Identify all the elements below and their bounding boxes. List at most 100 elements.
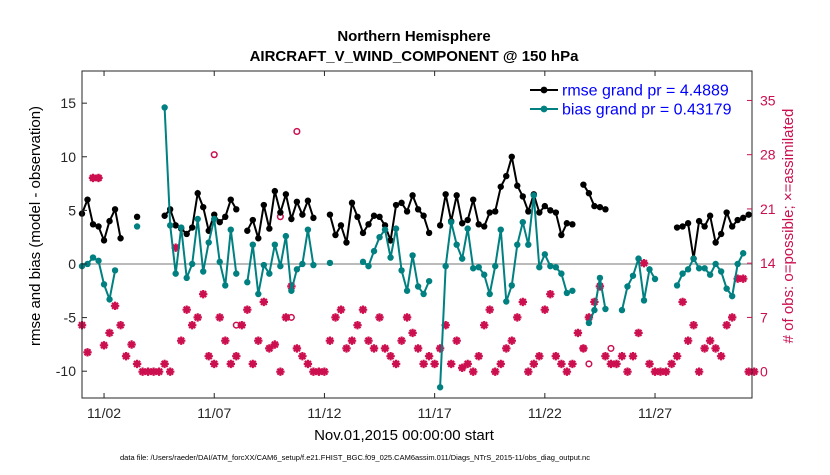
bias-point bbox=[734, 260, 741, 268]
obs-assimilated-marker bbox=[193, 313, 202, 322]
obs-assimilated-marker bbox=[584, 313, 594, 322]
chart-title-line1: Northern Hemisphere bbox=[337, 28, 490, 45]
obs-assimilated-marker bbox=[132, 359, 142, 369]
bias-point bbox=[503, 298, 510, 305]
rmse-point bbox=[519, 193, 526, 200]
obs-assimilated-marker bbox=[160, 359, 169, 369]
legend-marker bbox=[540, 86, 548, 94]
bias-point bbox=[95, 257, 102, 264]
obs-assimilated-marker bbox=[623, 367, 632, 376]
obs-assimilated-marker bbox=[590, 297, 599, 307]
obs-assimilated-marker bbox=[292, 344, 302, 353]
obs-assimilated-marker bbox=[331, 313, 340, 322]
bias-point bbox=[282, 232, 290, 240]
obs-assimilated-marker bbox=[568, 359, 577, 369]
bias-point bbox=[409, 252, 416, 259]
rmse-point bbox=[673, 224, 681, 231]
rmse-point bbox=[392, 201, 400, 209]
rmse-point bbox=[591, 202, 598, 210]
rmse-point bbox=[569, 221, 576, 228]
rmse-point bbox=[580, 181, 587, 188]
bias-point bbox=[227, 226, 234, 233]
y2-axis-label: # of obs: o=possible; ×=assimilated bbox=[780, 109, 797, 344]
obs-assimilated-marker bbox=[232, 352, 241, 361]
obs-assimilated-marker bbox=[391, 359, 401, 369]
obs-assimilated-marker bbox=[99, 341, 109, 350]
bias-point bbox=[525, 241, 532, 248]
obs-assimilated-marker bbox=[722, 321, 731, 330]
obs-assimilated-marker bbox=[127, 340, 136, 349]
rmse-point bbox=[464, 216, 471, 224]
bias-point bbox=[624, 283, 631, 290]
bias-point bbox=[255, 290, 262, 298]
bias-point bbox=[436, 384, 444, 391]
obs-assimilated-marker bbox=[430, 359, 439, 369]
obs-assimilated-marker bbox=[441, 321, 450, 330]
rmse-point bbox=[337, 222, 345, 229]
bias-point bbox=[216, 258, 223, 266]
rmse-point bbox=[172, 222, 179, 229]
bias-point bbox=[728, 292, 736, 300]
rmse-point bbox=[514, 182, 521, 189]
bias-point bbox=[425, 277, 433, 285]
obs-assimilated-marker bbox=[276, 367, 285, 376]
y-tick-label: -10 bbox=[56, 363, 76, 379]
obs-assimilated-marker bbox=[617, 352, 627, 361]
bias-point bbox=[475, 264, 482, 271]
y2-tick-label: 21 bbox=[760, 201, 776, 217]
rmse-point bbox=[717, 230, 725, 238]
rmse-point bbox=[739, 214, 747, 222]
obs-assimilated-marker bbox=[502, 344, 511, 353]
rmse-point bbox=[354, 213, 361, 221]
bias-line bbox=[163, 107, 238, 286]
obs-possible-marker bbox=[293, 127, 301, 135]
rmse-point bbox=[100, 237, 108, 244]
rmse-point bbox=[89, 221, 97, 228]
bias-point bbox=[172, 270, 179, 277]
rmse-point bbox=[133, 213, 141, 221]
bias-point bbox=[194, 215, 201, 223]
rmse-point bbox=[271, 187, 279, 195]
obs-assimilated-marker bbox=[259, 297, 268, 307]
obs-assimilated-marker bbox=[154, 367, 164, 376]
bias-point bbox=[701, 265, 708, 272]
bias-point bbox=[398, 267, 405, 274]
rmse-point bbox=[602, 206, 609, 213]
bias-point bbox=[695, 265, 703, 272]
x-tick-label: 11/17 bbox=[418, 405, 452, 421]
bias-point bbox=[640, 297, 648, 304]
obs-assimilated-marker bbox=[182, 305, 191, 314]
bias-point bbox=[205, 239, 212, 246]
obs-assimilated-marker bbox=[672, 352, 682, 361]
bias-point bbox=[552, 264, 560, 271]
y-tick-label: 5 bbox=[68, 202, 76, 218]
obs-assimilated-marker bbox=[424, 352, 434, 361]
obs-assimilated-marker bbox=[557, 359, 566, 369]
rmse-point bbox=[679, 223, 686, 230]
obs-assimilated-marker bbox=[601, 352, 610, 361]
bias-point bbox=[706, 271, 714, 278]
obs-assimilated-marker bbox=[105, 328, 114, 338]
rmse-point bbox=[684, 220, 692, 227]
obs-assimilated-marker bbox=[254, 336, 263, 345]
rmse-point bbox=[436, 222, 444, 229]
obs-assimilated-marker bbox=[364, 336, 373, 345]
rmse-point bbox=[701, 223, 708, 230]
obs-assimilated-marker bbox=[188, 321, 197, 330]
bias-point bbox=[387, 254, 394, 261]
rmse-point bbox=[293, 198, 301, 205]
obs-possible-marker bbox=[585, 360, 593, 368]
obs-assimilated-marker bbox=[166, 367, 175, 376]
rmse-point bbox=[95, 223, 102, 230]
obs-assimilated-marker bbox=[435, 344, 445, 353]
y2-tick-label: 0 bbox=[760, 364, 768, 380]
rmse-point bbox=[503, 172, 510, 180]
obs-assimilated-marker bbox=[507, 336, 516, 345]
bias-point bbox=[497, 226, 504, 233]
x-tick-label: 11/12 bbox=[307, 405, 341, 421]
legend: rmse grand pr = 4.4889 bias grand pr = 0.… bbox=[530, 83, 732, 119]
rmse-point bbox=[255, 235, 262, 242]
rmse-point bbox=[409, 192, 416, 199]
bias-point bbox=[530, 192, 538, 199]
rmse-point bbox=[508, 153, 515, 160]
